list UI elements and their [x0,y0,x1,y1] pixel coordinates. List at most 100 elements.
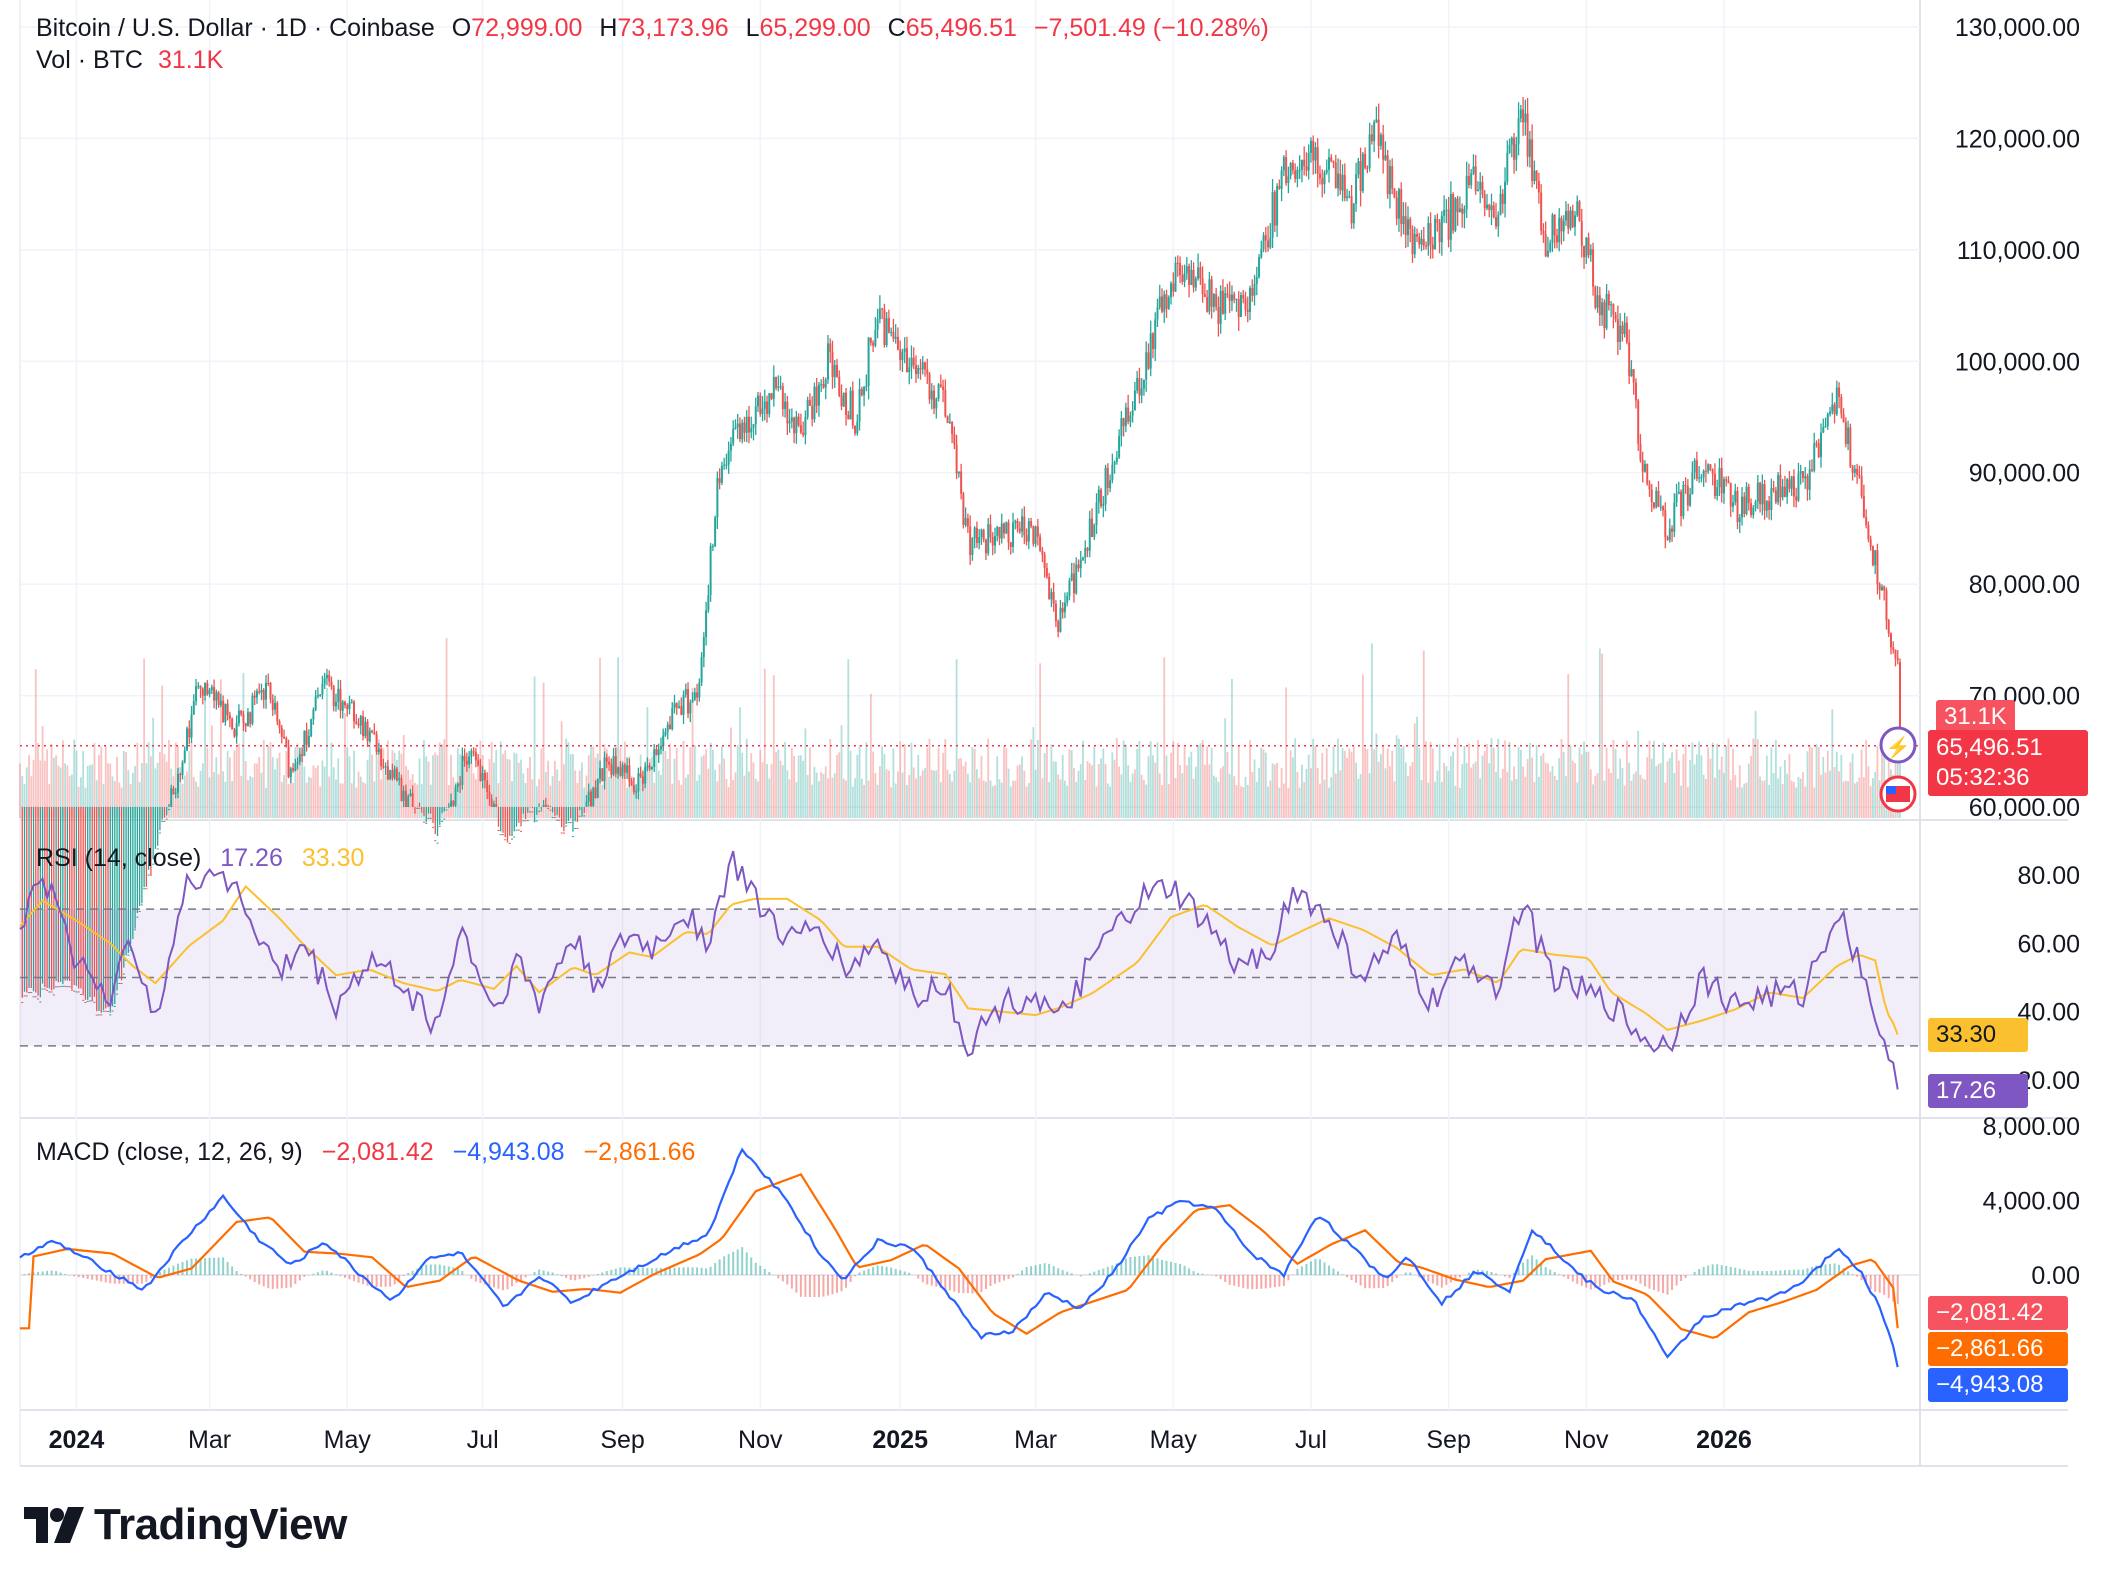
candle-body [497,830,500,832]
volume-bar [1639,774,1642,818]
candle [578,807,581,817]
volume-label[interactable]: Vol · BTC [36,46,143,74]
candle-body [872,342,875,346]
rsi-label[interactable]: RSI (14, close) [36,844,202,872]
candle-body [908,367,911,372]
price-axis-label: 100,000.00 [1955,348,2080,376]
macd-histogram-bar [790,1275,793,1289]
volume-bar [1869,786,1872,818]
macd-histogram-bar [28,1273,31,1275]
candle [1368,122,1371,172]
volume-bar [1402,746,1405,818]
volume-bar [1301,764,1303,818]
candle [1522,97,1525,136]
volume-bar [1109,786,1111,818]
candle [811,396,814,427]
candle-body [413,812,416,814]
volume-bar [30,776,33,818]
volume-bar [1136,748,1139,818]
price-badge: 65,496.51 05:32:36 [1928,730,2088,796]
volume-bar [524,783,527,818]
candle-body [1592,249,1595,287]
candle-body [495,804,498,807]
macd-axis-label: 8,000.00 [1983,1113,2080,1141]
candle-body [1790,476,1793,489]
volume-bar [317,765,319,818]
candle [689,699,692,723]
volume-bar [206,747,209,818]
candle [260,683,263,701]
candle [1102,496,1105,518]
candle [1657,481,1660,507]
candle-body [989,524,992,538]
candle [359,714,362,735]
candle [1391,158,1394,195]
volume-bar [1246,784,1249,818]
volume-bar [1578,747,1581,818]
candle-body [1560,218,1563,232]
macd-histogram-bar [705,1268,708,1275]
candle [856,414,859,436]
volume-bar [1677,760,1680,818]
volume-bar [1650,758,1653,818]
macd-histogram-bar [163,1269,166,1275]
volume-bar [1562,751,1565,818]
candle [806,396,809,420]
candle [303,730,306,757]
candle-series [21,97,1901,1016]
candle-body [905,348,908,372]
candle [705,601,708,646]
candle [330,676,333,690]
macd-histogram-bar [1467,1272,1470,1275]
volume-bar [1705,778,1707,818]
macd-histogram-bar [1422,1275,1425,1280]
candle [1560,215,1563,245]
candle-body [727,450,730,465]
candle [1215,288,1218,311]
candle-body [296,761,299,764]
volume-bar [269,742,272,818]
volume-bar [1621,767,1624,818]
candle [1041,546,1044,563]
volume-bar [384,775,387,818]
candle-body [1476,189,1479,192]
volume-bar [930,769,933,818]
volume-bar [1533,781,1536,818]
candle-body [689,702,692,714]
candle [1671,525,1674,542]
candle-body [524,820,527,822]
candle-body [1634,382,1637,401]
candle [788,408,791,433]
rsi-axis-label: 60.00 [2017,930,2080,958]
symbol-title[interactable]: Bitcoin / U.S. Dollar · 1D · Coinbase [36,14,435,42]
candle-body [1820,432,1823,457]
macd-histogram-bar [244,1275,247,1277]
macd-label[interactable]: MACD (close, 12, 26, 9) [36,1138,303,1166]
candle-body [1271,192,1274,238]
candle [971,537,974,561]
candle [172,786,175,795]
volume-bar [253,763,256,818]
candle [1016,518,1019,533]
brand-logo[interactable]: TradingView [24,1500,347,1550]
volume-bar [569,754,572,818]
volume-bar [709,742,712,818]
candle [975,521,978,548]
candle-body [1075,564,1078,594]
candle [1210,275,1213,319]
candle [1725,476,1728,487]
volume-bar [46,749,48,818]
candle-body [696,692,699,698]
candle-body [176,773,179,793]
candle-body [195,686,198,702]
candle [637,767,640,800]
candle-body [113,1005,116,1007]
volume-bar [1282,783,1285,818]
volume-bar [138,781,141,818]
candle [1709,464,1712,472]
volume-bar [1461,764,1464,818]
volume-bar [1350,751,1353,818]
candle [201,687,204,705]
candle-body [533,821,536,823]
